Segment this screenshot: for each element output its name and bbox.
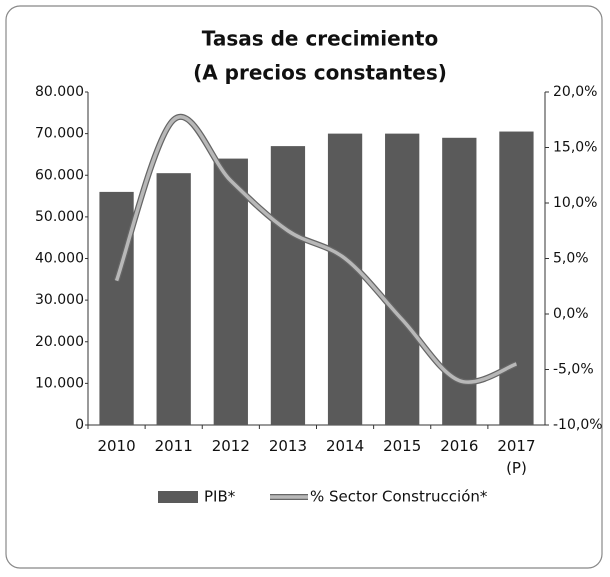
- y2-tick-label: -5,0%: [553, 362, 594, 378]
- y-tick-label: 50.000: [35, 209, 84, 225]
- x-tick-label: 2010: [97, 437, 136, 455]
- y-tick-label: 80.000: [35, 84, 84, 100]
- y-tick-label: 40.000: [35, 251, 84, 267]
- y2-tick-label: 20,0%: [553, 84, 597, 100]
- chart-border: [5, 5, 603, 569]
- x-tick-label: 2013: [268, 437, 308, 455]
- y-tick-label: 30.000: [35, 292, 84, 308]
- legend-label: % Sector Construcción*: [310, 488, 488, 506]
- y2-tick-label: -10,0%: [553, 417, 603, 433]
- line: [114, 115, 518, 384]
- x-tick-label: 2017 (P): [497, 437, 536, 477]
- bar: [156, 173, 191, 425]
- y-tick-label: 60.000: [35, 167, 84, 183]
- legend-swatch: [158, 491, 198, 503]
- y-tick-label: 0: [75, 417, 84, 433]
- x-tick-label: 2014: [325, 437, 365, 455]
- bar: [385, 133, 420, 425]
- x-tick-label: 2011: [154, 437, 193, 455]
- x-tick-label: 2012: [211, 437, 250, 455]
- bar: [99, 191, 134, 425]
- bar: [213, 158, 248, 425]
- x-tick-label: 2015: [383, 437, 422, 455]
- chart-subtitle: (A precios constantes): [193, 61, 447, 85]
- x-tick-label: 2016: [440, 437, 479, 455]
- chart-title: Tasas de crecimiento: [202, 27, 438, 51]
- bar: [327, 133, 363, 425]
- y-tick-label: 70.000: [35, 126, 84, 142]
- bar: [499, 131, 534, 425]
- y-tick-label: 20.000: [35, 334, 84, 350]
- y2-tick-label: 0,0%: [553, 306, 589, 322]
- bar: [270, 146, 306, 426]
- y2-tick-label: 10,0%: [553, 195, 597, 211]
- y-tick-label: 10.000: [35, 375, 84, 391]
- y2-tick-label: 5,0%: [553, 251, 589, 267]
- legend-label: PIB*: [204, 488, 236, 506]
- y2-tick-label: 15,0%: [553, 140, 597, 156]
